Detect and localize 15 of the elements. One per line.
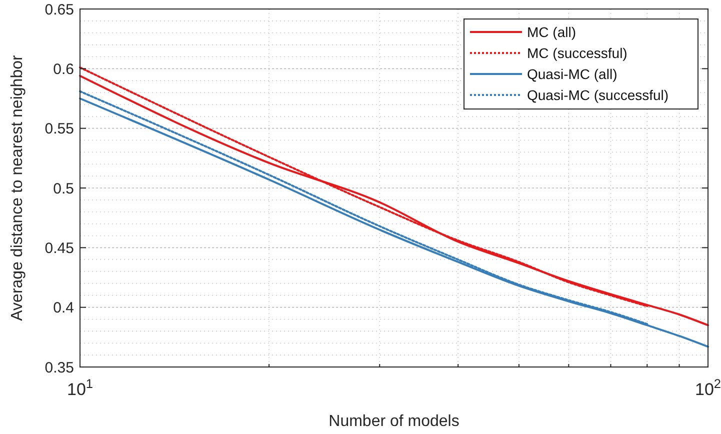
y-axis-title: Average distance to nearest neighbor [9,54,26,321]
y-tick-label: 0.5 [53,180,74,198]
y-tick-label: 0.6 [53,60,74,78]
x-tick-label: 10$^{2}$ [694,376,721,399]
legend-label: Quasi-MC (successful) [527,86,669,103]
legend-label: MC (all) [527,24,576,40]
x-axis-title: Number of models [328,413,460,430]
y-tick-label: 0.55 [44,120,74,138]
y-tick-label: 0.65 [44,1,74,18]
x-tick-label: 10$^{1}$ [66,376,94,399]
y-tick-label: 0.35 [44,359,74,376]
legend-label: MC (successful) [527,44,628,61]
y-tick-label: 0.45 [44,240,74,257]
legend-label: Quasi-MC (all) [527,66,618,82]
y-tick-label: 0.4 [53,300,74,317]
